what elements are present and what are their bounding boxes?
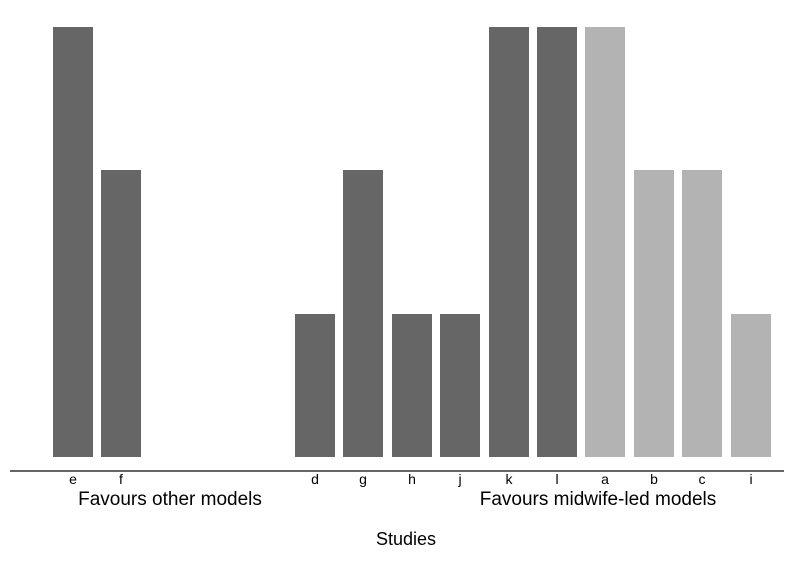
bar-c	[682, 170, 722, 457]
bar-label-j: j	[458, 471, 462, 487]
bar-l	[537, 27, 577, 457]
bar-d	[295, 314, 335, 457]
bar-a	[585, 27, 625, 457]
bar-e	[53, 27, 93, 457]
x-axis-title: Studies	[375, 529, 437, 549]
bar-label-l: l	[555, 471, 559, 487]
bar-j	[440, 314, 480, 457]
bar-b	[634, 170, 674, 457]
bar-label-h: h	[408, 471, 416, 487]
bar-f	[101, 170, 141, 457]
bar-i	[731, 314, 771, 457]
bar-label-k: k	[505, 471, 513, 487]
bar-g	[343, 170, 383, 457]
bar-k	[489, 27, 529, 457]
bar-h	[392, 314, 432, 457]
bar-label-d: d	[311, 471, 319, 487]
bar-label-g: g	[359, 471, 367, 487]
bar-label-c: c	[698, 471, 706, 487]
axis-annotation-favours-midwife-led: Favours midwife-led models	[479, 489, 717, 510]
bar-label-f: f	[119, 471, 123, 487]
bar-label-i: i	[749, 471, 753, 487]
axis-annotation-favours-other: Favours other models	[78, 489, 262, 510]
bar-label-e: e	[69, 471, 77, 487]
bar-label-b: b	[650, 471, 658, 487]
bar-label-a: a	[601, 471, 609, 487]
x-axis-line	[10, 470, 784, 472]
